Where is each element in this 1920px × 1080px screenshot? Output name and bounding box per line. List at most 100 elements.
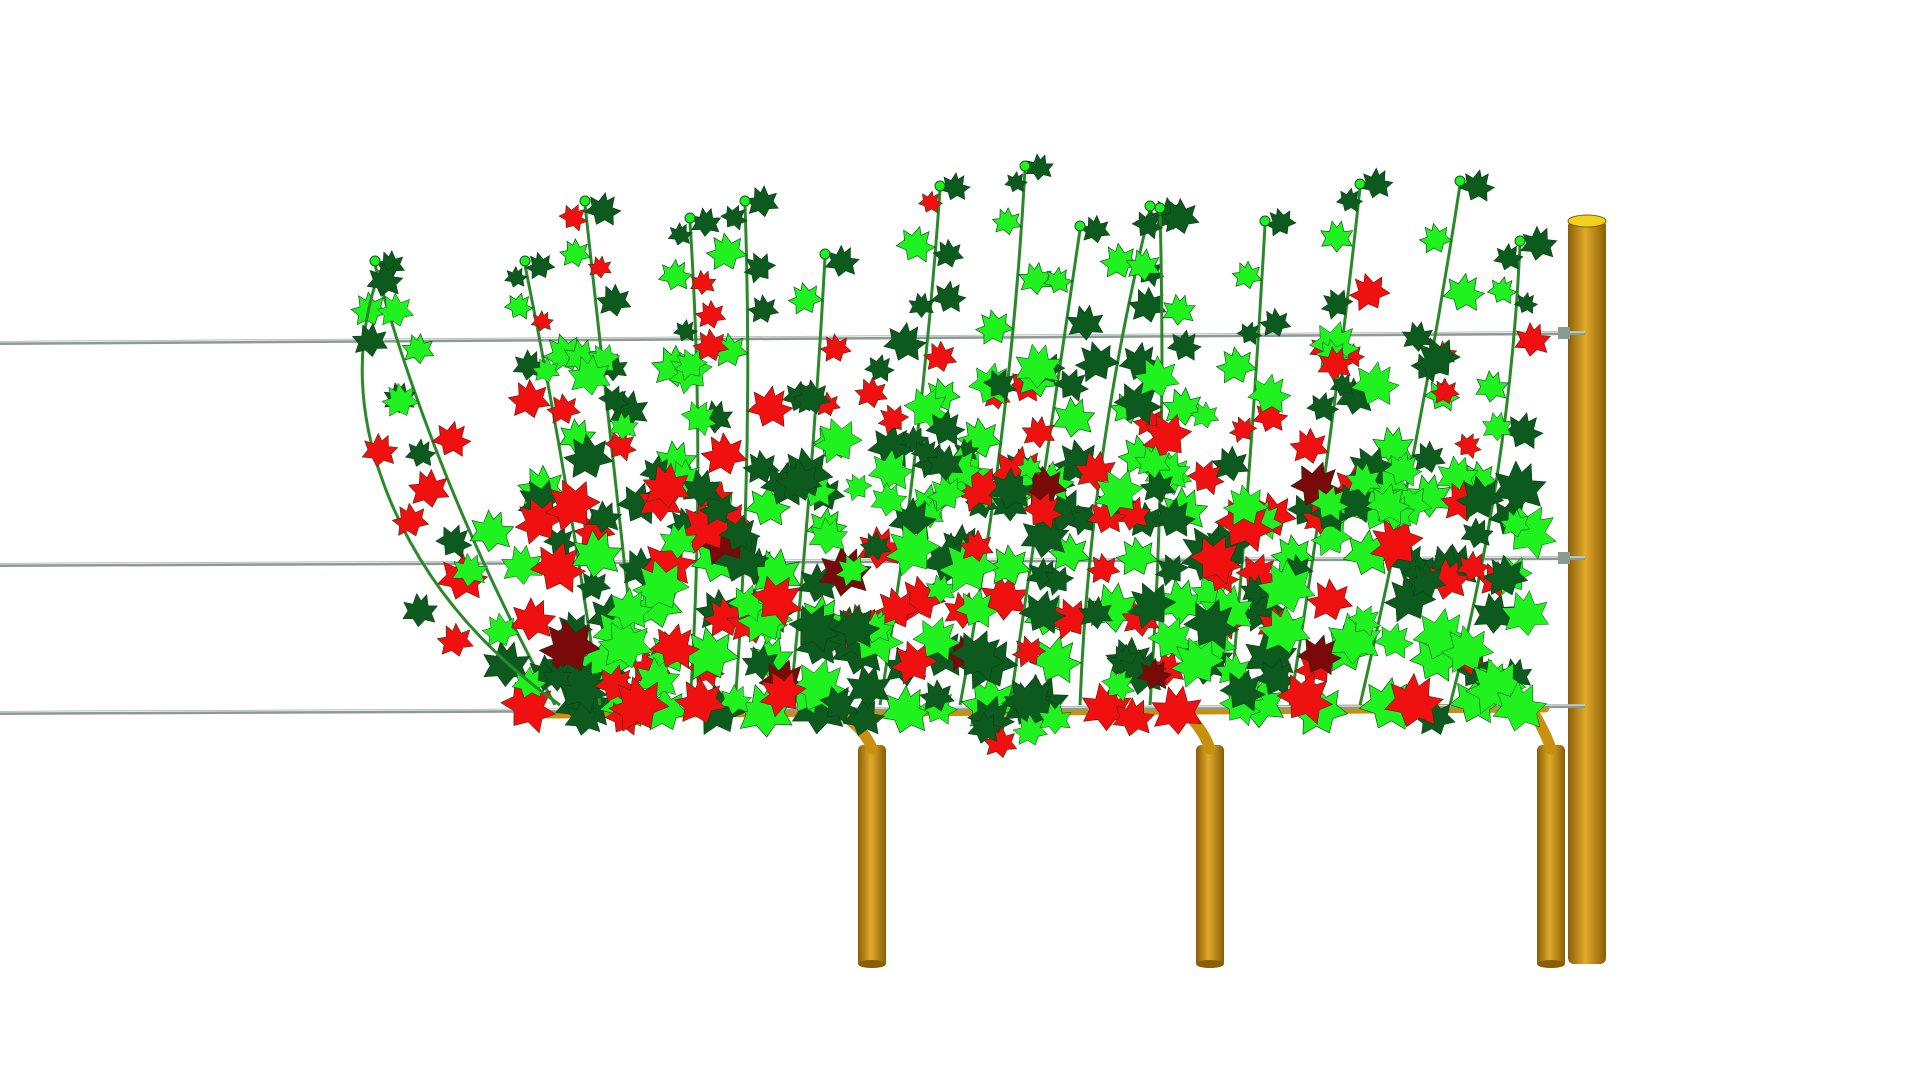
canopy-leaf — [531, 356, 561, 384]
vine-leaf — [1112, 696, 1156, 737]
vine-leaf — [563, 433, 614, 478]
canopy-leaf — [1440, 624, 1495, 674]
canopy-leaf — [1369, 518, 1424, 572]
canopy-leaf — [1190, 401, 1220, 429]
canopy-leaf — [500, 544, 543, 586]
canopy-leaf — [775, 458, 823, 501]
canopy-leaf — [1144, 449, 1191, 493]
vine-leaf — [747, 294, 780, 323]
trunk-base — [1537, 960, 1565, 968]
shoot-tip — [1514, 235, 1526, 247]
vine-leaf — [930, 280, 967, 313]
vine-leaf — [1265, 207, 1297, 237]
canopy-leaf — [1454, 433, 1482, 460]
trunk-base — [1196, 960, 1224, 968]
vine-leaf — [1306, 578, 1354, 621]
canopy-leaf — [953, 437, 980, 463]
vine-leaf — [402, 592, 439, 628]
canopy-leaf — [1430, 377, 1460, 404]
canopy-leaf — [831, 603, 881, 648]
vine-leaf — [1053, 368, 1090, 402]
vine-leaf — [436, 622, 474, 657]
wire-clip — [1558, 552, 1570, 564]
canopy-leaf — [788, 604, 840, 653]
canopy-leaf — [1482, 411, 1513, 442]
vine-leaf — [1458, 169, 1496, 202]
canopy-leaf — [1276, 671, 1334, 725]
vine-leaf — [986, 544, 1032, 586]
vine-leaf — [1052, 396, 1096, 438]
trunk-base — [858, 960, 886, 968]
trellis-wire-highlight — [0, 556, 1586, 565]
vine-leaf — [824, 244, 860, 277]
vine-leaf — [404, 438, 437, 467]
canopy-leaf — [673, 348, 708, 382]
canopy-leaf — [603, 430, 638, 462]
vine-leaf — [1520, 225, 1558, 261]
vine-leaf — [530, 310, 555, 332]
vine-leaf — [1348, 272, 1391, 312]
vine-leaf — [1127, 286, 1167, 323]
vine-leaf — [1151, 685, 1202, 735]
vine-leaf — [452, 552, 489, 588]
canopy-leaf — [870, 481, 908, 517]
shoot-tip — [1454, 175, 1466, 187]
vine-leaf — [680, 626, 740, 680]
canopy-leaf — [1018, 590, 1067, 635]
vine-leaf — [819, 333, 852, 362]
shoot-stem — [373, 264, 557, 706]
vine-leaf — [879, 684, 934, 734]
canopy-leaf — [1309, 485, 1350, 522]
canopy-leaf — [1329, 372, 1357, 397]
canopy-leaf — [1126, 582, 1177, 630]
trellis-wire — [0, 556, 1586, 567]
vine-trunk — [1196, 745, 1224, 967]
canopy-leaf — [912, 616, 961, 661]
vine-leaf — [1215, 346, 1258, 384]
canopy-leaf — [1456, 550, 1491, 582]
shoot-tip — [1144, 200, 1156, 212]
canopy-leaf — [1455, 475, 1505, 520]
vine-leaf — [1131, 209, 1164, 240]
vine-leaf — [431, 420, 472, 457]
vine-leaf — [667, 221, 694, 246]
canopy-leaf — [808, 516, 849, 555]
canopy-leaf — [659, 522, 697, 560]
vine-leaf — [895, 225, 936, 263]
canopy-leaf — [925, 409, 966, 446]
canopy-leaf — [1383, 451, 1423, 487]
canopy-leaf — [926, 444, 964, 482]
vine-leaf — [1320, 220, 1354, 253]
vine-leaf — [1160, 197, 1200, 234]
canopy-leaf — [958, 529, 994, 563]
left-drooping-shoot — [351, 262, 561, 707]
vine-leaf — [507, 378, 551, 419]
canopy-leaf — [1101, 668, 1136, 703]
vine-leaf — [1460, 517, 1494, 549]
canopy-leaf — [819, 685, 859, 725]
canopy-leaf — [918, 679, 955, 712]
vine-leaf — [391, 502, 430, 537]
canopy-leaf — [1258, 605, 1311, 654]
shoot-tip — [369, 255, 381, 267]
canopy-leaf — [1413, 337, 1461, 381]
vine-leaf — [1270, 534, 1315, 574]
vine-leaf — [700, 432, 748, 475]
canopy-leaf — [1347, 605, 1382, 638]
canopy-leaf — [608, 676, 670, 732]
vine-leaf — [1042, 266, 1074, 294]
canopy-leaf — [1012, 713, 1049, 746]
vine-leaf — [1486, 276, 1518, 304]
vine-leaf — [381, 382, 420, 417]
vine-leaf — [1493, 242, 1524, 271]
shoot-tip — [519, 255, 531, 267]
canopy-leaf — [863, 353, 895, 382]
canopy-leaf — [1038, 702, 1072, 735]
vine-leaf — [742, 449, 781, 484]
vine-leaf — [1418, 222, 1453, 254]
canopy-leaf — [1465, 658, 1527, 715]
canopy-leaf — [1406, 561, 1447, 598]
vine-leaf — [1154, 554, 1189, 587]
